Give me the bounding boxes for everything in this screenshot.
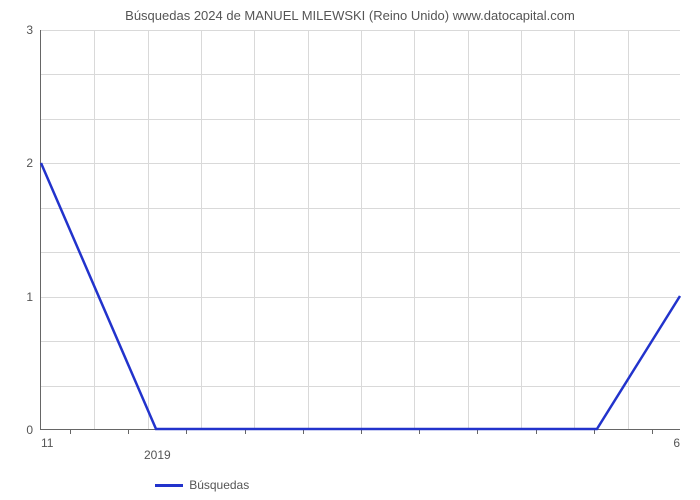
x-axis-left-corner-label: 11 [41,436,53,450]
legend: Búsquedas [155,478,249,492]
y-tick-label: 2 [26,156,41,170]
legend-swatch [155,484,183,487]
y-tick-label: 1 [26,290,41,304]
x-tick-mark [652,429,653,434]
x-axis-right-corner-label: 6 [673,436,680,450]
x-tick-mark [128,429,129,434]
chart-title: Búsquedas 2024 de MANUEL MILEWSKI (Reino… [0,8,700,23]
x-axis-inner-label: 2019 [144,448,171,462]
y-tick-label: 3 [26,23,41,37]
legend-label: Búsquedas [189,478,249,492]
series-line [41,30,680,429]
y-tick-label: 0 [26,423,41,437]
plot-area: 01231162019 [40,30,680,430]
x-tick-mark [70,429,71,434]
